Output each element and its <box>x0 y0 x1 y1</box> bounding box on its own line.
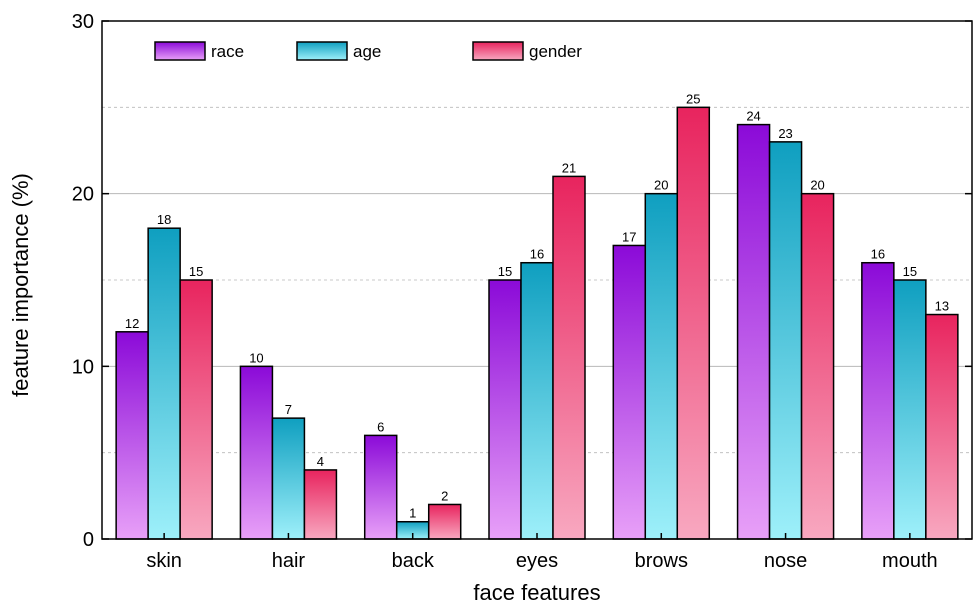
bar-gender-nose <box>800 192 835 540</box>
x-tick-label: skin <box>146 550 182 572</box>
bar-gender-skin <box>179 279 213 540</box>
bar-race-back <box>363 434 398 540</box>
legend-swatch-gender <box>472 41 524 61</box>
legend-swatch-age <box>296 41 348 61</box>
data-label: 18 <box>157 212 171 227</box>
bar-age-hair <box>271 417 306 540</box>
bar-gender-mouth <box>925 313 959 540</box>
legend-label-gender: gender <box>529 42 582 61</box>
ticks: 0 10 20 30 skin hair back eyes brows nose mouth <box>72 11 972 572</box>
data-label: 13 <box>935 299 949 314</box>
bar-age-eyes <box>520 261 554 540</box>
data-label: 15 <box>903 264 917 279</box>
data-label: 25 <box>686 91 700 106</box>
bar-gender-hair <box>303 469 338 540</box>
bar-age-mouth <box>893 279 927 540</box>
bar-gender-back <box>427 503 462 540</box>
data-label: 20 <box>810 178 824 193</box>
data-label: 7 <box>285 402 292 417</box>
legend-swatch-race <box>154 41 206 61</box>
y-tick-label: 10 <box>72 356 94 378</box>
data-label: 16 <box>871 247 885 262</box>
bar-race-eyes <box>488 279 522 540</box>
bar-race-brows <box>612 244 647 540</box>
bar-race-mouth <box>861 261 895 540</box>
x-axis-title: face features <box>473 580 600 604</box>
data-label: 17 <box>622 229 636 244</box>
legend-label-race: race <box>211 42 244 61</box>
data-label: 21 <box>562 160 576 175</box>
data-label: 16 <box>530 247 544 262</box>
legend-label-age: age <box>353 42 381 61</box>
bar-race-skin <box>115 331 149 540</box>
data-label: 15 <box>189 264 203 279</box>
bar-age-brows <box>644 192 679 540</box>
data-label: 24 <box>746 109 760 124</box>
y-axis-title: feature importance (%) <box>8 173 33 397</box>
x-tick-label: brows <box>635 550 688 572</box>
bar-age-skin <box>147 227 181 540</box>
data-label: 2 <box>441 488 448 503</box>
y-tick-label: 0 <box>83 529 94 551</box>
bar-race-nose <box>736 123 771 540</box>
y-tick-label: 30 <box>72 11 94 33</box>
data-label: 10 <box>249 350 263 365</box>
x-tick-label: eyes <box>516 550 558 572</box>
bar-gender-brows <box>676 106 711 540</box>
x-tick-label: hair <box>272 550 306 572</box>
x-tick-label: back <box>392 550 435 572</box>
x-tick-label: mouth <box>882 550 938 572</box>
bars <box>115 106 959 540</box>
bar-race-hair <box>239 365 274 540</box>
legend: race age gender <box>154 41 582 61</box>
data-label: 6 <box>377 419 384 434</box>
data-label: 23 <box>778 126 792 141</box>
x-tick-label: nose <box>764 550 807 572</box>
data-label: 20 <box>654 178 668 193</box>
data-label: 1 <box>409 506 416 521</box>
data-label: 15 <box>498 264 512 279</box>
data-label: 4 <box>317 454 324 469</box>
bar-age-nose <box>768 141 803 540</box>
bar-gender-eyes <box>552 175 586 540</box>
y-tick-label: 20 <box>72 184 94 206</box>
data-label: 12 <box>125 316 139 331</box>
